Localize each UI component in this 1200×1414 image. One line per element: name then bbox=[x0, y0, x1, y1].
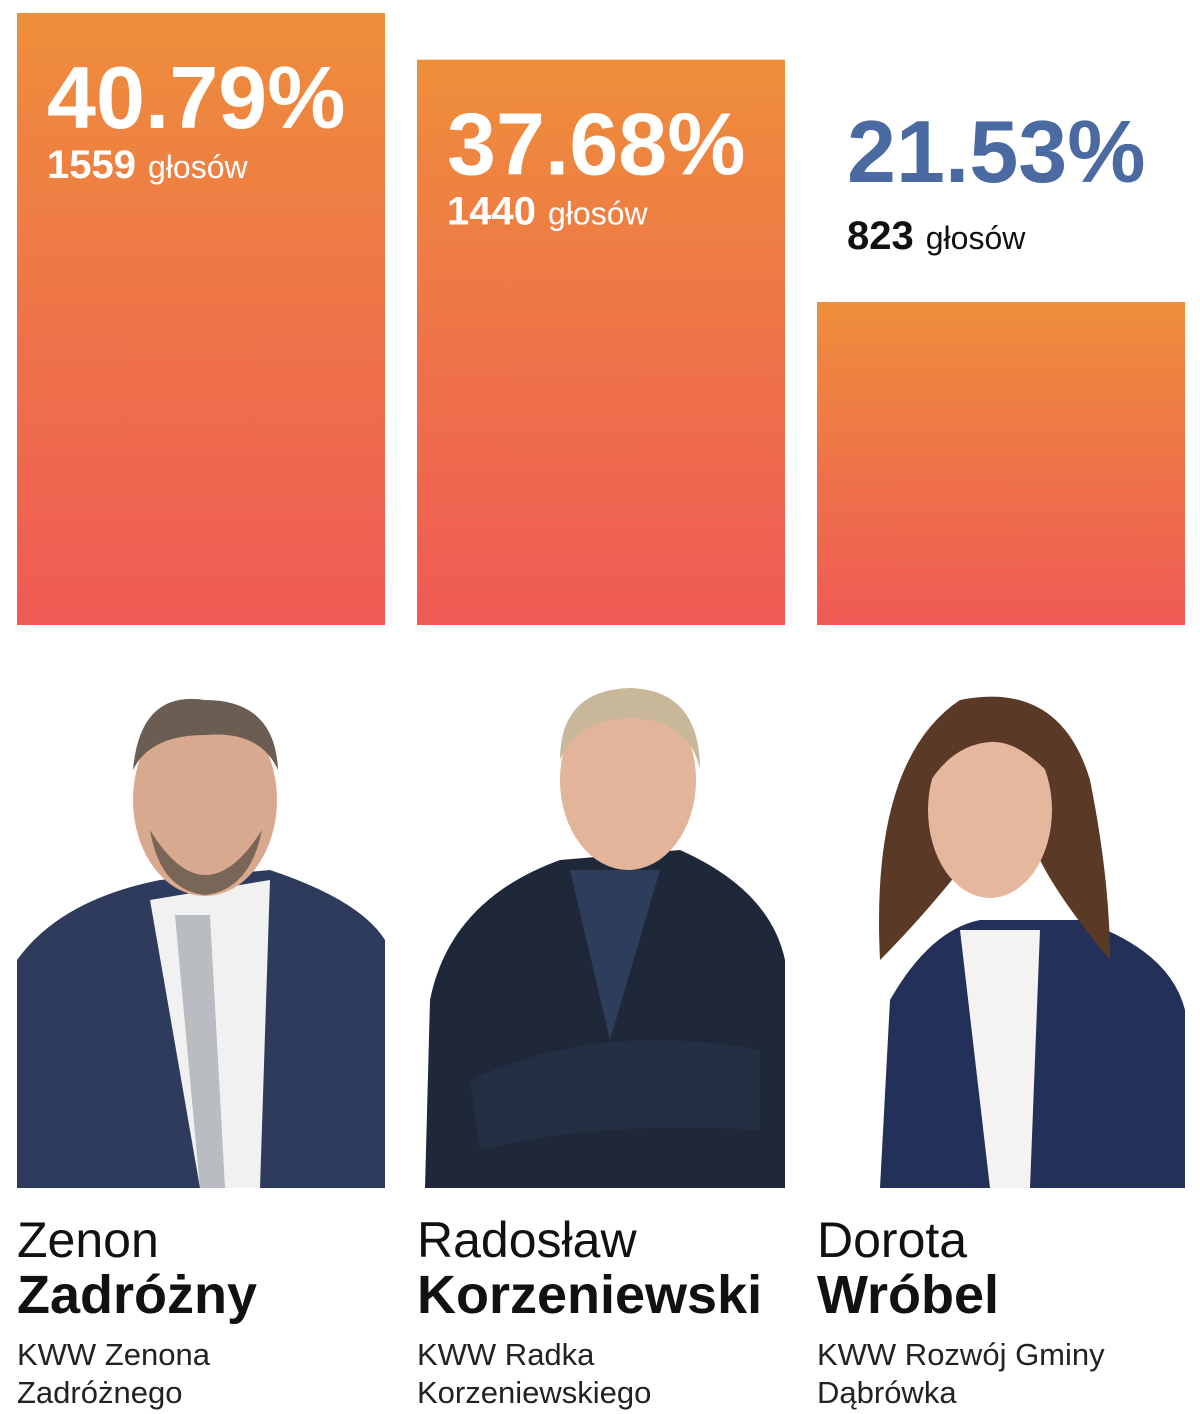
committee: KWW Radka Korzeniewskiego bbox=[417, 1337, 652, 1410]
votes-count: 1440 bbox=[447, 190, 536, 234]
first-name: Zenon bbox=[17, 1212, 159, 1268]
first-name: Dorota bbox=[817, 1212, 967, 1268]
bar bbox=[417, 59, 785, 625]
first-name: Radosław bbox=[417, 1212, 637, 1268]
votes-unit: głosów bbox=[926, 220, 1027, 256]
last-name: Zadróżny bbox=[17, 1265, 257, 1325]
votes-count: 1559 bbox=[47, 143, 136, 187]
percent-label: 21.53% bbox=[847, 102, 1145, 201]
votes-count: 823 bbox=[847, 214, 914, 258]
percent-label: 40.79% bbox=[47, 48, 345, 147]
percent-label: 37.68% bbox=[447, 95, 745, 194]
photo bbox=[879, 696, 1185, 1188]
votes-unit: głosów bbox=[548, 196, 649, 232]
bar bbox=[17, 13, 385, 625]
bar bbox=[817, 301, 1185, 625]
committee: KWW Zenona Zadróżnego bbox=[17, 1337, 210, 1410]
committee: KWW Rozwój Gminy Dąbrówka bbox=[817, 1337, 1105, 1410]
votes-label: 1440 głosów bbox=[447, 190, 648, 234]
photo bbox=[17, 698, 385, 1188]
photo bbox=[425, 688, 785, 1188]
votes-label: 1559 głosów bbox=[47, 143, 248, 187]
last-name: Wróbel bbox=[817, 1265, 999, 1325]
last-name: Korzeniewski bbox=[417, 1265, 762, 1325]
votes-unit: głosów bbox=[148, 149, 249, 185]
votes-label: 823 głosów bbox=[847, 214, 1026, 258]
